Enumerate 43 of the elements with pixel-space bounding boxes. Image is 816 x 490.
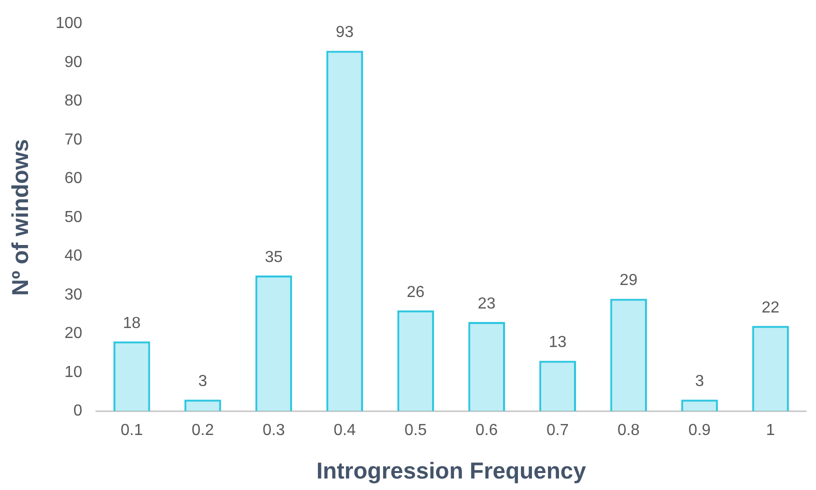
bar (326, 50, 364, 412)
y-tick-label: 10 (64, 364, 82, 381)
x-tick-label: 0.2 (192, 422, 214, 440)
x-tick-label: 0.3 (262, 422, 285, 440)
bar (184, 400, 222, 412)
x-tick-label: 0.9 (688, 422, 711, 440)
x-axis-title: Introgression Frequency (316, 458, 586, 484)
x-tick-label: 0.1 (120, 422, 143, 440)
data-label: 26 (406, 284, 425, 301)
x-tick-label: 0.8 (617, 422, 640, 440)
data-label: 3 (695, 372, 704, 390)
y-axis-title: Nº of windows (7, 139, 34, 296)
bar (397, 310, 434, 412)
data-label: 18 (122, 314, 141, 332)
x-tick-label: 0.7 (546, 422, 569, 440)
data-label: 23 (478, 295, 496, 312)
data-label: 22 (762, 299, 780, 316)
y-tick-label: 30 (64, 286, 82, 304)
y-tick-label: 100 (56, 15, 82, 32)
data-label: 29 (620, 272, 638, 290)
bar (539, 360, 576, 412)
data-label: 35 (264, 248, 283, 266)
x-tick-label: 0.4 (334, 422, 356, 440)
y-tick-label: 80 (64, 92, 82, 110)
y-tick-label: 50 (64, 208, 82, 226)
x-tick-label: 1 (766, 422, 776, 440)
data-label: 93 (336, 24, 354, 42)
data-label: 13 (548, 334, 567, 352)
y-tick-label: 60 (64, 170, 82, 188)
bar (113, 341, 150, 412)
y-tick-label: 40 (64, 248, 82, 265)
bar (468, 322, 506, 412)
bar (681, 400, 718, 412)
bar (752, 326, 789, 412)
x-tick-label: 0.6 (476, 422, 498, 440)
y-tick-label: 70 (64, 131, 82, 148)
y-tick-label: 0 (73, 402, 82, 420)
data-label: 3 (198, 372, 208, 390)
y-tick-label: 20 (64, 325, 82, 342)
x-tick-label: 0.5 (404, 422, 427, 440)
bar (255, 276, 292, 412)
y-tick-label: 90 (64, 54, 82, 71)
bar (610, 298, 647, 412)
